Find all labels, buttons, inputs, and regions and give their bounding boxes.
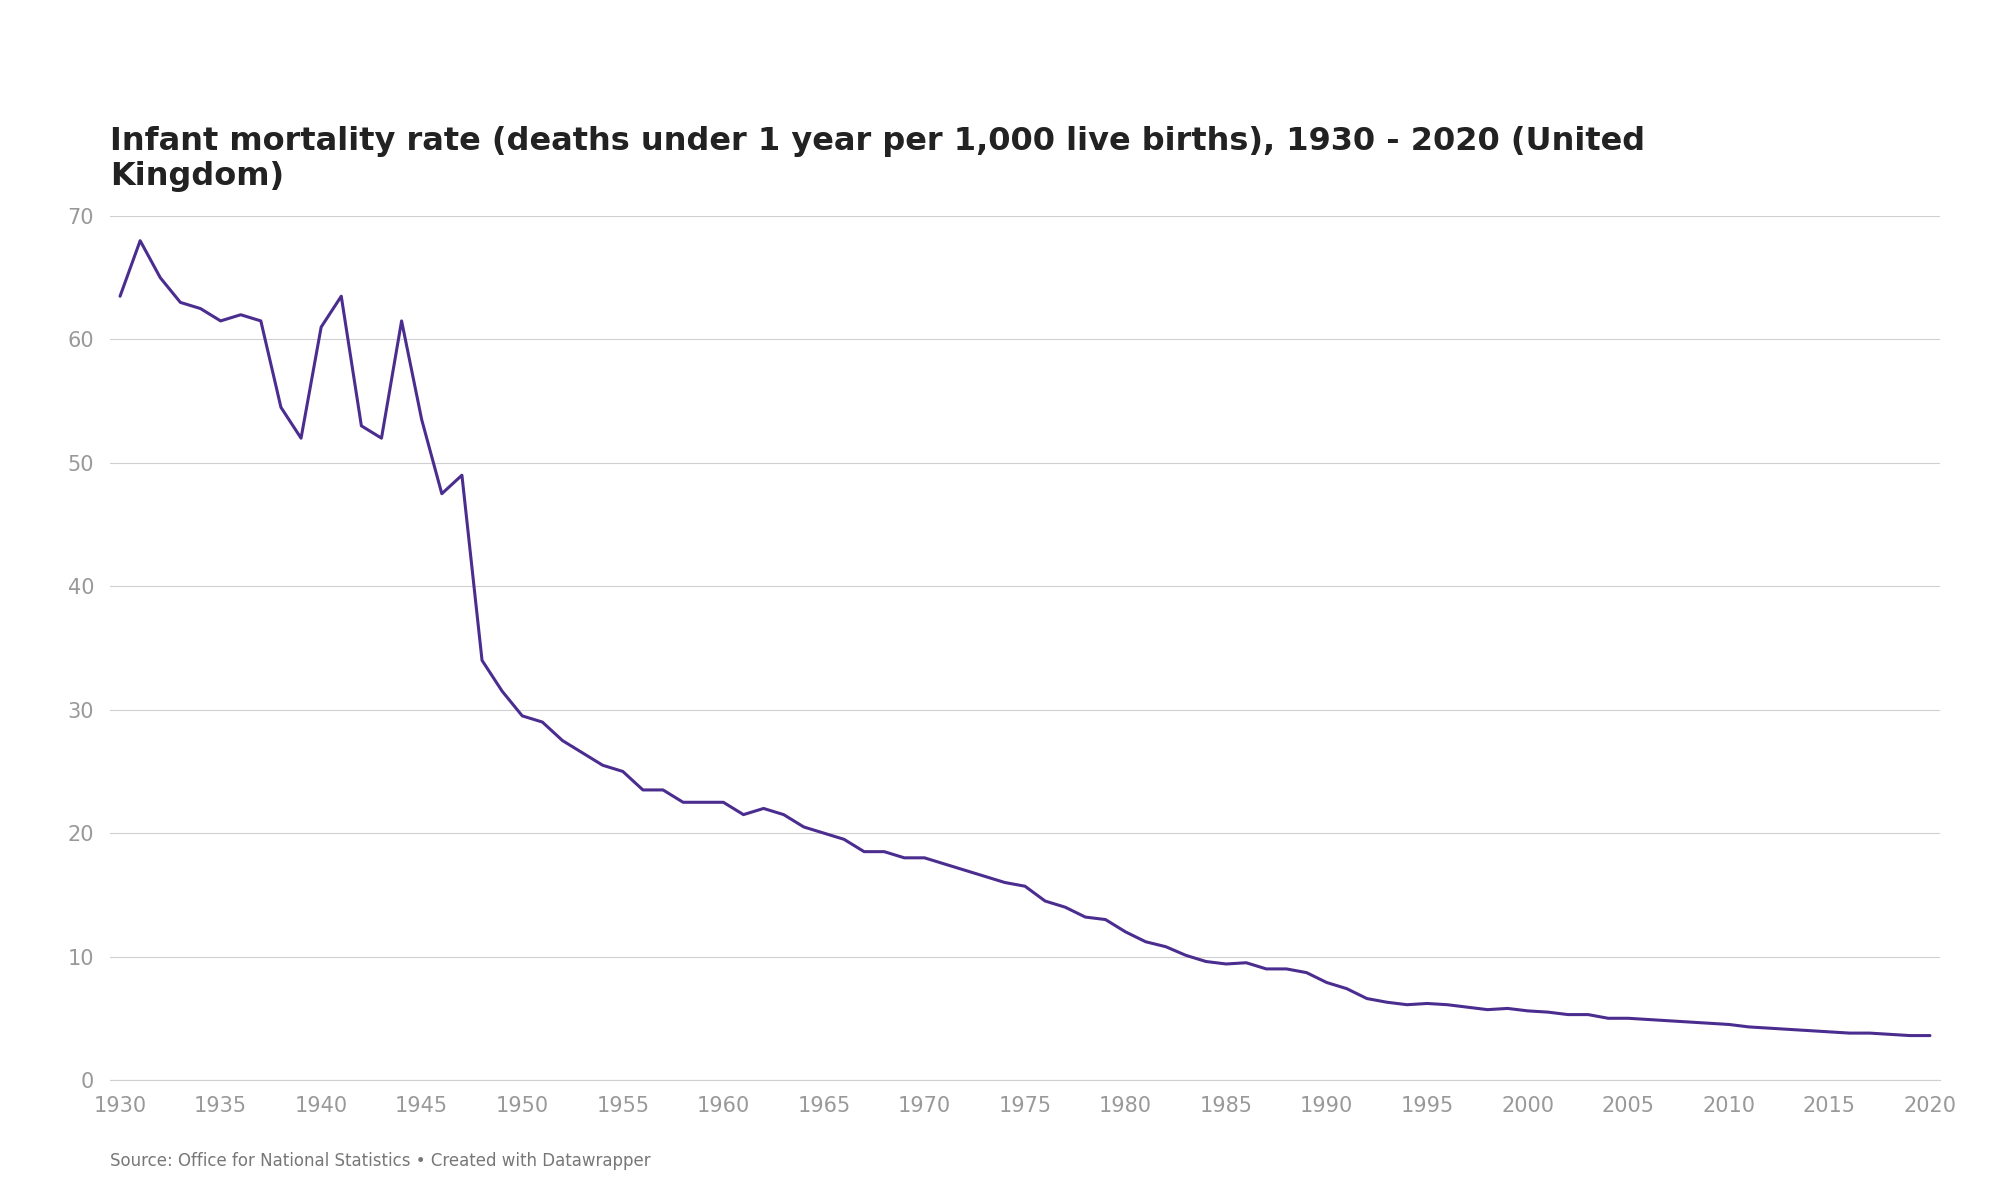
Text: Source: Office for National Statistics • Created with Datawrapper: Source: Office for National Statistics •… xyxy=(110,1152,650,1170)
Text: Infant mortality rate (deaths under 1 year per 1,000 live births), 1930 - 2020 (: Infant mortality rate (deaths under 1 ye… xyxy=(110,126,1646,192)
